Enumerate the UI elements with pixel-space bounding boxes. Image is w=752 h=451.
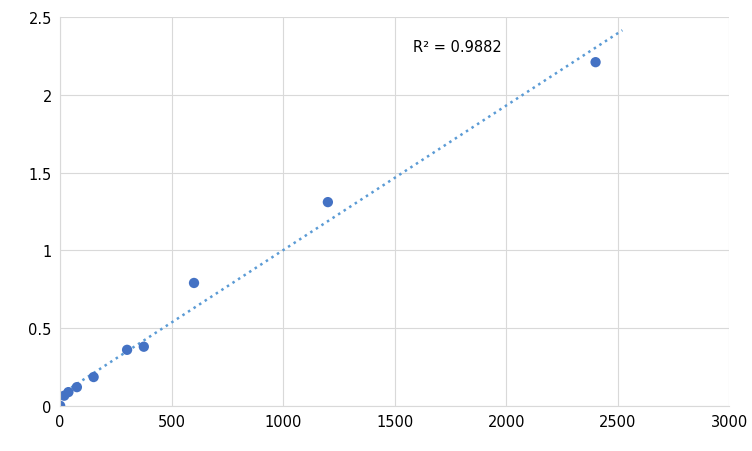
Point xyxy=(54,402,66,410)
Point xyxy=(121,346,133,354)
Point xyxy=(62,389,74,396)
Text: R² = 0.9882: R² = 0.9882 xyxy=(413,40,502,55)
Point xyxy=(138,343,150,350)
Point xyxy=(188,280,200,287)
Point xyxy=(58,392,70,400)
Point xyxy=(590,60,602,67)
Point xyxy=(71,384,83,391)
Point xyxy=(322,199,334,206)
Point xyxy=(87,373,99,381)
